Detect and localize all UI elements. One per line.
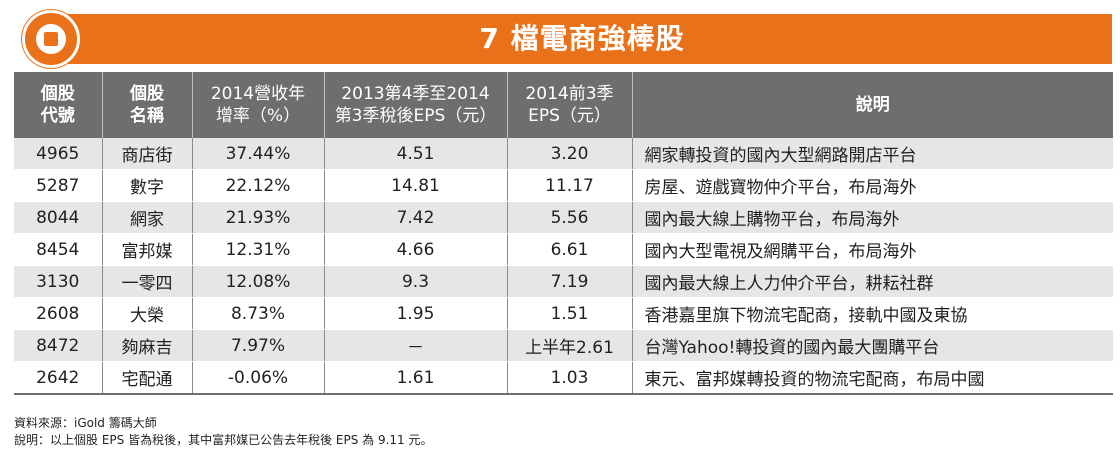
table-row: 2608 大榮 8.73% 1.95 1.51 香港嘉里旗下物流宅配商，接軌中國… [14,297,1113,330]
stock-table: 個股 代號 個股 名稱 2014營收年 增率（%） 2013第4季至2014 第3季稅後… [14,72,1113,395]
cell-growth: 12.08% [191,265,324,298]
header-eps-4q: 2013第4季至2014 第3季稅後EPS（元） [323,72,507,138]
cell-name: 宅配通 [101,361,192,395]
cell-name: 一零四 [101,265,192,298]
explain-note: 說明：以上個股 EPS 皆為稅後，其中富邦媒已公告去年稅後 EPS 為 9.11… [14,433,433,447]
cell-desc: 網家轉投資的國內大型網路開店平台 [631,138,1113,170]
cell-eps-4q: 7.42 [323,201,507,234]
table-header-row: 個股 代號 個股 名稱 2014營收年 增率（%） 2013第4季至2014 第3季稅後… [14,72,1113,138]
header-eps-3q: 2014前3季 EPS（元） [506,72,632,138]
cell-name: 商店街 [101,138,192,170]
cell-growth: 8.73% [191,297,324,330]
cell-name: 富邦媒 [101,233,192,266]
cell-desc: 國內最大線上購物平台，布局海外 [631,201,1113,234]
bullet-square [44,32,58,46]
cell-growth: -0.06% [191,361,324,395]
title-strip: 7 檔電商強棒股 [52,14,1112,64]
bullet-icon [22,10,80,68]
cell-eps-3q: 6.61 [506,233,632,266]
cell-eps-3q: 1.03 [506,361,632,395]
source-note: 資料來源：iGold 籌碼大師 [14,416,157,430]
cell-name: 大榮 [101,297,192,330]
cell-eps-3q: 7.19 [506,265,632,298]
cell-code: 3130 [14,265,102,298]
cell-code: 2608 [14,297,102,330]
cell-code: 2642 [14,361,102,395]
cell-name: 數字 [101,169,192,202]
cell-desc: 香港嘉里旗下物流宅配商，接軌中國及東協 [631,297,1113,330]
header-desc: 說明 [631,72,1113,138]
cell-desc: 房屋、遊戲寶物仲介平台，布局海外 [631,169,1113,202]
footnotes: 資料來源：iGold 籌碼大師 說明：以上個股 EPS 皆為稅後，其中富邦媒已公… [14,415,432,449]
table-row: 3130 一零四 12.08% 9.3 7.19 國內最大線上人力仲介平台，耕耘… [14,265,1113,298]
cell-eps-4q: － [323,329,507,362]
cell-desc: 東元、富邦媒轉投資的物流宅配商，布局中國 [631,361,1113,395]
cell-eps-3q: 1.51 [506,297,632,330]
cell-eps-3q: 11.17 [506,169,632,202]
cell-eps-4q: 9.3 [323,265,507,298]
cell-eps-4q: 14.81 [323,169,507,202]
cell-eps-4q: 1.95 [323,297,507,330]
cell-code: 8044 [14,201,102,234]
cell-eps-4q: 1.61 [323,361,507,395]
cell-growth: 12.31% [191,233,324,266]
cell-eps-4q: 4.66 [323,233,507,266]
cell-code: 5287 [14,169,102,202]
cell-desc: 台灣Yahoo!轉投資的國內最大團購平台 [631,329,1113,362]
cell-growth: 22.12% [191,169,324,202]
title-banner: 7 檔電商強棒股 [22,10,1112,70]
header-name: 個股 名稱 [101,72,192,138]
cell-desc: 國內大型電視及網購平台，布局海外 [631,233,1113,266]
cell-name: 夠麻吉 [101,329,192,362]
cell-eps-3q: 5.56 [506,201,632,234]
cell-desc: 國內最大線上人力仲介平台，耕耘社群 [631,265,1113,298]
cell-growth: 7.97% [191,329,324,362]
cell-growth: 21.93% [191,201,324,234]
cell-eps-3q: 3.20 [506,138,632,170]
cell-code: 4965 [14,138,102,170]
cell-growth: 37.44% [191,138,324,170]
table-row: 2642 宅配通 -0.06% 1.61 1.03 東元、富邦媒轉投資的物流宅配… [14,361,1113,395]
header-code: 個股 代號 [14,72,102,138]
cell-eps-3q: 上半年2.61 [506,329,632,362]
cell-code: 8472 [14,329,102,362]
header-growth: 2014營收年 增率（%） [191,72,324,138]
table-row: 8472 夠麻吉 7.97% － 上半年2.61 台灣Yahoo!轉投資的國內最… [14,329,1113,362]
table-row: 5287 數字 22.12% 14.81 11.17 房屋、遊戲寶物仲介平台，布… [14,169,1113,202]
table-row: 8044 網家 21.93% 7.42 5.56 國內最大線上購物平台，布局海外 [14,201,1113,234]
table-row: 8454 富邦媒 12.31% 4.66 6.61 國內大型電視及網購平台，布局… [14,233,1113,266]
page-title: 7 檔電商強棒股 [479,22,685,55]
cell-code: 8454 [14,233,102,266]
cell-name: 網家 [101,201,192,234]
cell-eps-4q: 4.51 [323,138,507,170]
table-row: 4965 商店街 37.44% 4.51 3.20 網家轉投資的國內大型網路開店… [14,138,1113,170]
